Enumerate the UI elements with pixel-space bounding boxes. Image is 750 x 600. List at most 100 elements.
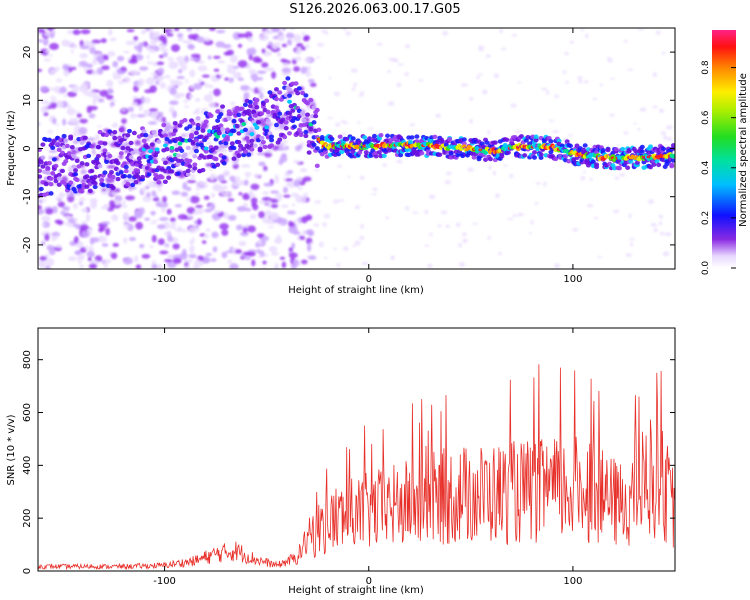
heatmap-cell — [664, 232, 672, 237]
heatmap-cell — [157, 187, 162, 192]
heatmap-cell — [250, 72, 258, 81]
heatmap-cell — [190, 53, 201, 58]
heatmap-cell — [297, 186, 303, 191]
heatmap-cell — [205, 228, 211, 232]
heatmap-cell — [281, 261, 287, 269]
heatmap-cell — [445, 224, 451, 229]
heatmap-cell — [350, 68, 358, 73]
heatmap-cell — [372, 187, 378, 192]
heatmap-cell — [81, 229, 91, 238]
heatmap-cell — [223, 212, 229, 220]
heatmap-cell — [73, 168, 79, 173]
heatmap-cell — [249, 147, 255, 152]
heatmap-cell — [174, 28, 180, 32]
heatmap-cell — [296, 86, 302, 91]
heatmap-cell — [354, 240, 361, 246]
heatmap-cell — [292, 219, 300, 223]
heatmap-cell — [176, 33, 184, 38]
heatmap-cell — [237, 60, 248, 68]
heatmap-cell — [247, 99, 253, 105]
heatmap-cell — [169, 145, 175, 150]
heatmap-cell — [45, 208, 54, 215]
heatmap-cell — [106, 94, 114, 100]
heatmap-cell — [197, 65, 208, 72]
heatmap-cell — [319, 135, 325, 140]
colorbar — [712, 30, 736, 268]
heatmap-cell — [238, 192, 243, 196]
heatmap-cell — [195, 208, 204, 215]
heatmap-cell — [305, 100, 310, 106]
heatmap-cell — [63, 206, 70, 211]
heatmap-cell — [171, 131, 177, 137]
heatmap-cell — [215, 41, 225, 48]
heatmap-cell — [388, 57, 394, 61]
heatmap-cell — [240, 231, 249, 237]
heatmap-cell — [288, 247, 293, 252]
heatmap-cell — [149, 142, 155, 147]
heatmap-cell — [584, 34, 589, 39]
heatmap-cell — [51, 138, 57, 143]
heatmap-cell — [250, 197, 258, 205]
heatmap-cell — [282, 177, 287, 181]
heatmap-cell — [117, 70, 126, 74]
heatmap-cell — [478, 45, 485, 49]
heatmap-cell — [150, 111, 158, 119]
heatmap-cell — [107, 153, 113, 159]
heatmap-cell — [221, 185, 229, 190]
heatmap-cell — [447, 136, 453, 142]
heatmap-cell — [97, 98, 105, 103]
heatmap-cell — [63, 138, 69, 143]
heatmap-cell — [462, 232, 467, 237]
top-y-tick-label: 0 — [22, 145, 33, 151]
heatmap-cell — [220, 104, 226, 109]
heatmap-cell — [240, 164, 251, 168]
heatmap-cell — [138, 103, 143, 112]
heatmap-cell — [175, 171, 181, 176]
heatmap-cell — [357, 150, 363, 155]
heatmap-cell — [257, 86, 264, 92]
heatmap-cell — [236, 72, 242, 78]
heatmap-cell — [293, 81, 299, 86]
heatmap-cell — [91, 149, 96, 155]
heatmap-cell — [144, 145, 150, 150]
heatmap-cell — [102, 170, 108, 175]
heatmap-cell — [131, 40, 138, 43]
heatmap-cell — [237, 43, 243, 48]
heatmap-cell — [203, 37, 211, 42]
colorbar-tick-label: 0.6 — [701, 110, 711, 125]
heatmap-cell — [633, 122, 637, 125]
heatmap-cell — [241, 152, 247, 158]
heatmap-cell — [212, 246, 218, 253]
heatmap-cell — [302, 176, 312, 182]
heatmap-cell — [309, 242, 314, 245]
heatmap-cell — [152, 219, 159, 223]
heatmap-cell — [215, 134, 221, 139]
heatmap-cell — [567, 143, 573, 149]
heatmap-cell — [67, 194, 75, 203]
heatmap-cell — [38, 159, 44, 165]
heatmap-cell — [46, 137, 52, 142]
bottom-x-tick-label: -100 — [153, 576, 176, 587]
heatmap-cell — [236, 112, 242, 118]
heatmap-cell — [209, 175, 215, 181]
chart-title: S126.2026.063.00.17.G05 — [289, 2, 461, 17]
heatmap-cell — [236, 140, 242, 145]
heatmap-cell — [427, 263, 433, 269]
heatmap-cell — [114, 200, 120, 205]
heatmap-cell — [257, 146, 263, 151]
heatmap-cell — [141, 254, 151, 259]
heatmap-cell — [194, 28, 201, 32]
heatmap-cell — [282, 80, 288, 86]
heatmap-cell — [133, 36, 139, 41]
heatmap-cell — [148, 108, 158, 113]
heatmap-cell — [166, 175, 172, 180]
heatmap-cell — [115, 160, 121, 166]
heatmap-cell — [437, 152, 443, 157]
heatmap-cell — [71, 132, 79, 137]
heatmap-cell — [269, 134, 275, 139]
heatmap-cell — [487, 156, 493, 162]
heatmap-cell — [246, 251, 256, 257]
heatmap-cell — [125, 132, 131, 138]
heatmap-cell — [203, 83, 210, 88]
heatmap-cell — [658, 108, 665, 114]
